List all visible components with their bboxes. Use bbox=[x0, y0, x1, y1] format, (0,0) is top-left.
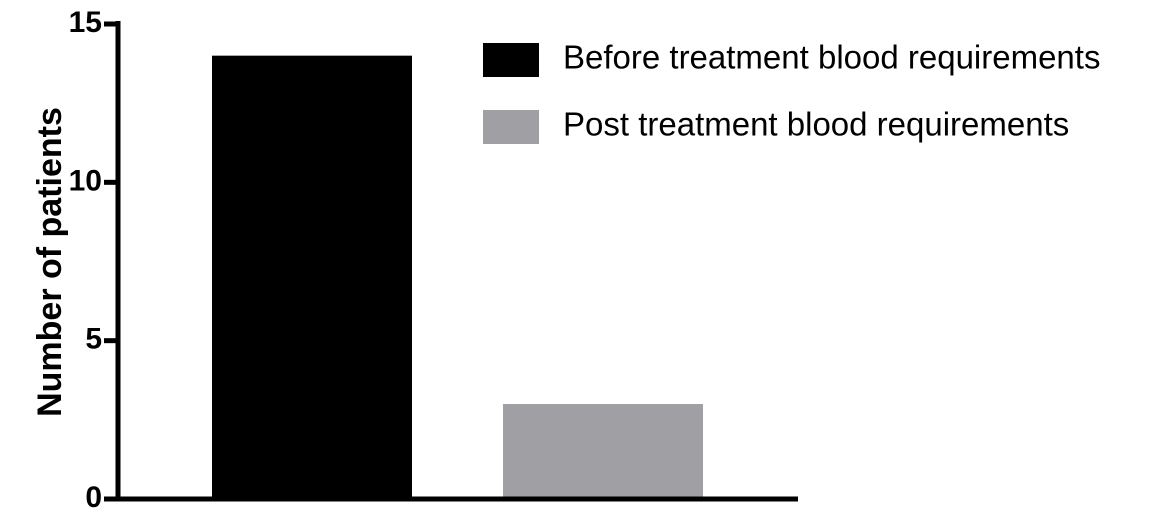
legend: Before treatment blood requirements Post … bbox=[483, 39, 1100, 144]
y-tick-label-10: 10 bbox=[69, 164, 102, 197]
y-tick-label-5: 5 bbox=[85, 323, 102, 356]
y-axis-ticks: 0 5 10 15 bbox=[69, 6, 118, 513]
bar-2 bbox=[503, 404, 703, 499]
legend-swatch-2 bbox=[483, 110, 539, 144]
y-axis-label: Number of patients bbox=[31, 107, 69, 417]
legend-label-1: Before treatment blood requirements bbox=[563, 39, 1100, 76]
legend-swatch-1 bbox=[483, 43, 539, 77]
bars bbox=[212, 55, 703, 500]
y-tick-label-15: 15 bbox=[69, 6, 102, 39]
y-tick-label-0: 0 bbox=[85, 481, 102, 513]
bar-1 bbox=[212, 55, 412, 500]
legend-label-2: Post treatment blood requirements bbox=[563, 106, 1069, 143]
